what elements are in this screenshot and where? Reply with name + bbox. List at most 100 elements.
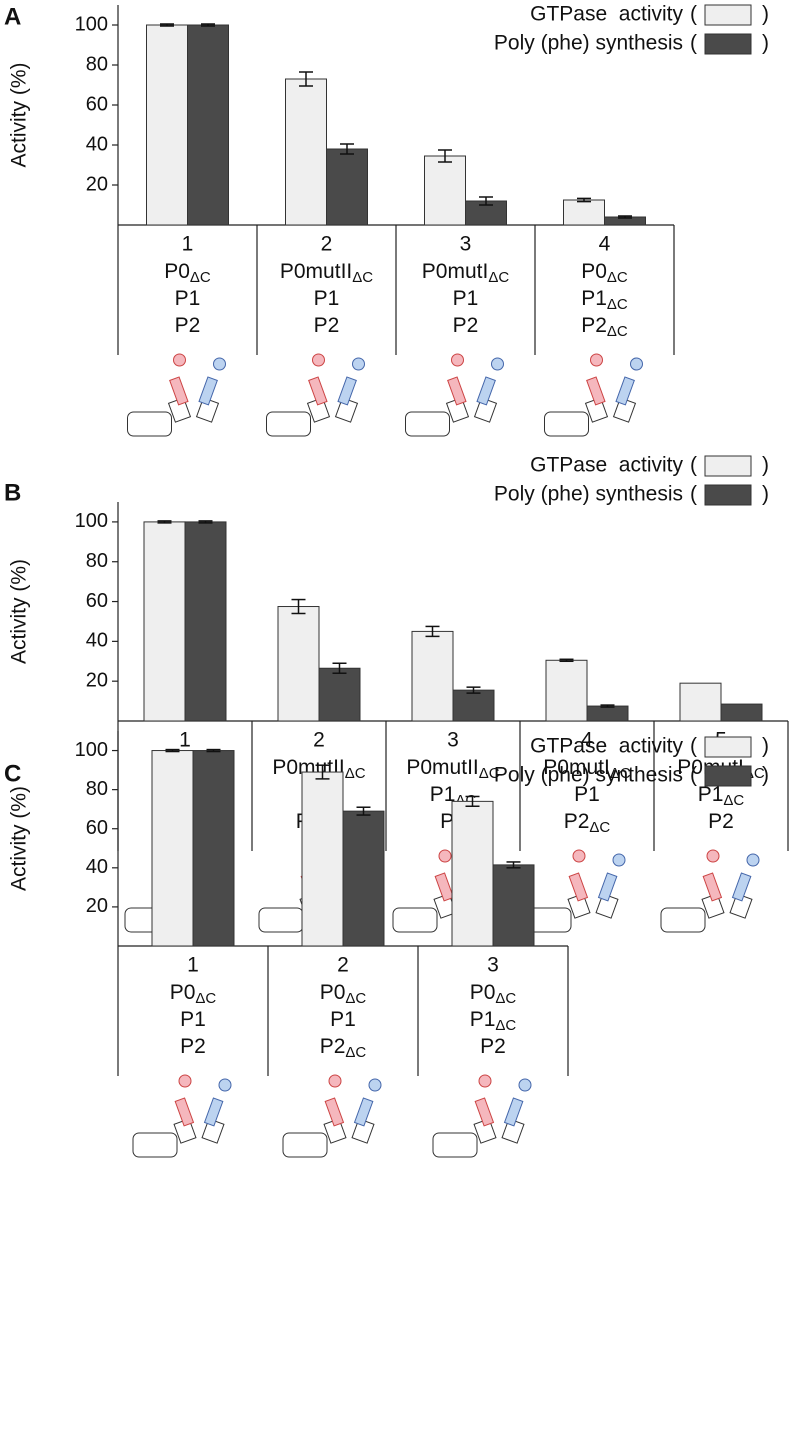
category-line: P2 <box>314 314 340 337</box>
category-line: P1ΔC <box>581 287 628 313</box>
icon-p2 <box>198 376 218 406</box>
category-line: P2ΔC <box>581 314 628 340</box>
category-line: P2 <box>175 314 201 337</box>
legend-bracket: ) <box>762 764 769 787</box>
y-tick-label: 60 <box>86 93 108 115</box>
icon-ctd <box>518 1078 532 1092</box>
bar <box>452 689 495 722</box>
icon-box <box>323 1118 347 1144</box>
icon-p2 <box>503 1097 524 1127</box>
icon-box <box>195 397 220 423</box>
category-text: P0 <box>164 260 190 283</box>
bar <box>146 24 188 226</box>
icon-box <box>584 397 609 423</box>
icon-ctd <box>328 1074 342 1088</box>
error-bar <box>465 795 480 807</box>
error-bar <box>559 658 574 663</box>
category-label: 2 <box>321 233 333 256</box>
bar <box>143 521 186 722</box>
error-bar <box>299 71 313 87</box>
icon-box <box>567 893 591 919</box>
category-line: P2ΔC <box>564 810 611 836</box>
y-tick-label: 80 <box>86 550 108 572</box>
legend-label: GTPase activity <box>530 735 683 758</box>
icon-body <box>266 411 311 437</box>
category-line: P0mutIΔC <box>422 260 510 286</box>
legend-swatch <box>704 736 752 758</box>
icon-box <box>306 397 331 423</box>
bar <box>342 810 385 947</box>
category-line: P2 <box>708 810 734 833</box>
icon-body <box>432 1132 478 1158</box>
bar <box>679 682 722 722</box>
category-text: P1 <box>175 287 201 310</box>
category-line: P2 <box>453 314 479 337</box>
error-bar <box>157 520 172 524</box>
bar <box>285 78 327 226</box>
category-text: P0mutI <box>422 260 489 283</box>
category-line: P2 <box>180 1035 206 1058</box>
panel-label: C <box>4 760 21 787</box>
icon-p2 <box>476 376 496 406</box>
category-text: P1 <box>453 287 479 310</box>
icon-box <box>167 397 192 423</box>
error-bar <box>438 149 452 163</box>
y-tick-label: 100 <box>75 739 108 761</box>
panel-label: A <box>4 3 21 30</box>
bar <box>492 864 535 947</box>
y-tick-label: 80 <box>86 778 108 800</box>
icon-body <box>127 411 172 437</box>
legend-label: GTPase activity <box>530 454 683 477</box>
category-line: P1 <box>314 287 340 310</box>
icon-body <box>392 907 438 933</box>
category-text: P0mutII <box>280 260 352 283</box>
icon-ctd <box>630 357 643 371</box>
category-label: 1 <box>179 729 191 752</box>
icon-ctd <box>746 853 760 867</box>
bar <box>720 703 763 722</box>
legend-bracket: ) <box>762 3 769 26</box>
legend-bracket: ( <box>690 764 697 787</box>
icon-ctd <box>312 353 325 367</box>
icon-box <box>473 1118 497 1144</box>
bar <box>563 199 605 226</box>
error-bar <box>618 215 632 219</box>
panel-label: B <box>4 479 21 506</box>
error-bar <box>291 598 306 615</box>
icon-box <box>173 1118 197 1144</box>
y-tick-label: 20 <box>86 669 108 691</box>
icon-box <box>334 397 359 423</box>
category-subscript: ΔC <box>610 765 631 782</box>
y-axis-label: Activity (%) <box>8 559 31 664</box>
icon-box <box>201 1118 225 1144</box>
legend-bracket: ) <box>762 483 769 506</box>
category-text: P1 <box>698 783 724 806</box>
error-bar <box>356 806 371 816</box>
category-text: P1 <box>330 1008 356 1031</box>
icon-ctd <box>178 1074 192 1088</box>
category-line: P1 <box>175 287 201 310</box>
category-label: 3 <box>460 233 472 256</box>
icon-p1 <box>586 376 606 406</box>
error-bar <box>577 197 591 203</box>
category-subscript: ΔC <box>607 269 628 286</box>
category-subscript: ΔC <box>607 296 628 313</box>
category-line: P1ΔC <box>470 1008 517 1034</box>
category-line: P0mutIIΔC <box>280 260 373 286</box>
y-axis-label: Activity (%) <box>8 786 31 891</box>
error-bar <box>340 143 354 155</box>
icon-p2 <box>615 376 635 406</box>
category-line: P0ΔC <box>581 260 628 286</box>
icon-p2 <box>353 1097 374 1127</box>
error-bar <box>332 662 347 674</box>
legend-bracket: ( <box>690 3 697 26</box>
y-tick-label: 20 <box>86 895 108 917</box>
category-text: P1 <box>430 783 456 806</box>
legend-label: GTPase activity <box>530 3 683 26</box>
category-subscript: ΔC <box>607 323 628 340</box>
bar <box>192 750 235 947</box>
icon-p1 <box>702 872 723 902</box>
error-bar <box>315 764 330 780</box>
